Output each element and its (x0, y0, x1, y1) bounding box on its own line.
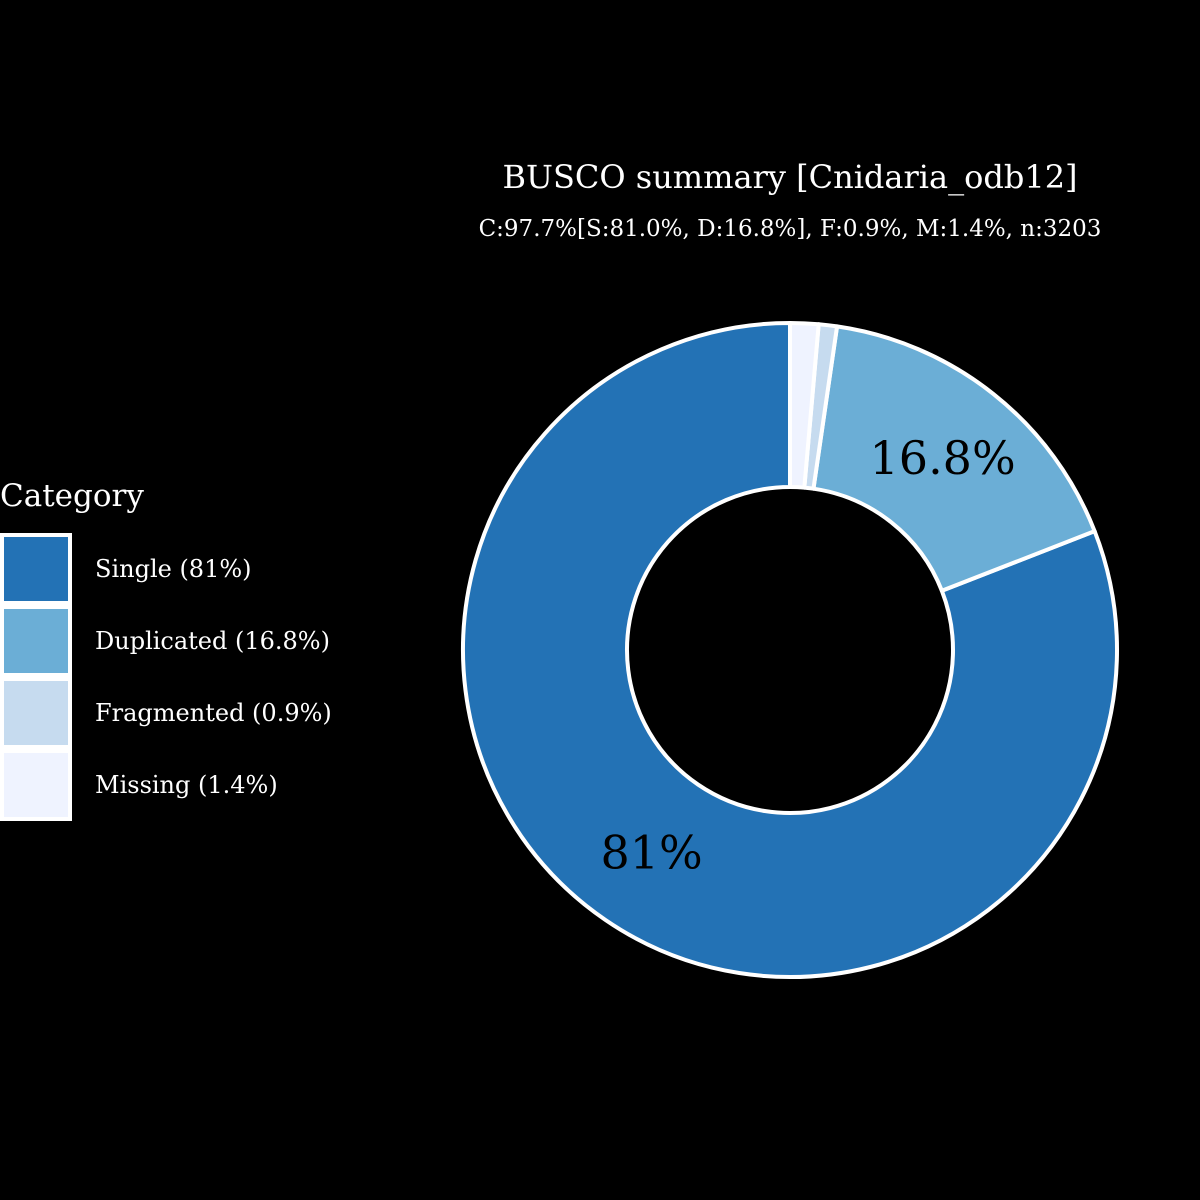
slice-label-single: 81% (601, 825, 703, 879)
legend: Category Single (81%) Duplicated (16.8%) F… (0, 478, 332, 821)
chart-title: BUSCO summary [Cnidaria_odb12] (502, 158, 1077, 196)
chart-subtitle: C:97.7%[S:81.0%, D:16.8%], F:0.9%, M:1.4… (479, 216, 1102, 242)
legend-swatch-single (0, 533, 72, 605)
slice-duplicated (811, 324, 1097, 593)
legend-label-duplicated: Duplicated (16.8%) (95, 627, 330, 655)
legend-swatch-fragmented (0, 677, 72, 749)
legend-label-single: Single (81%) (95, 555, 252, 583)
slice-label-duplicated: 16.8% (870, 431, 1016, 485)
donut-slices (461, 321, 1119, 979)
legend-label-fragmented: Fragmented (0.9%) (95, 699, 332, 727)
legend-swatch-missing (0, 749, 72, 821)
slice-missing (788, 321, 821, 490)
legend-label-missing: Missing (1.4%) (95, 771, 278, 799)
slice-single (461, 321, 1119, 979)
legend-title: Category (0, 478, 144, 514)
legend-swatch-duplicated (0, 605, 72, 677)
legend-items: Single (81%) Duplicated (16.8%) Fragmented… (0, 533, 332, 821)
slice-labels: 81% 16.8% (601, 431, 1016, 879)
